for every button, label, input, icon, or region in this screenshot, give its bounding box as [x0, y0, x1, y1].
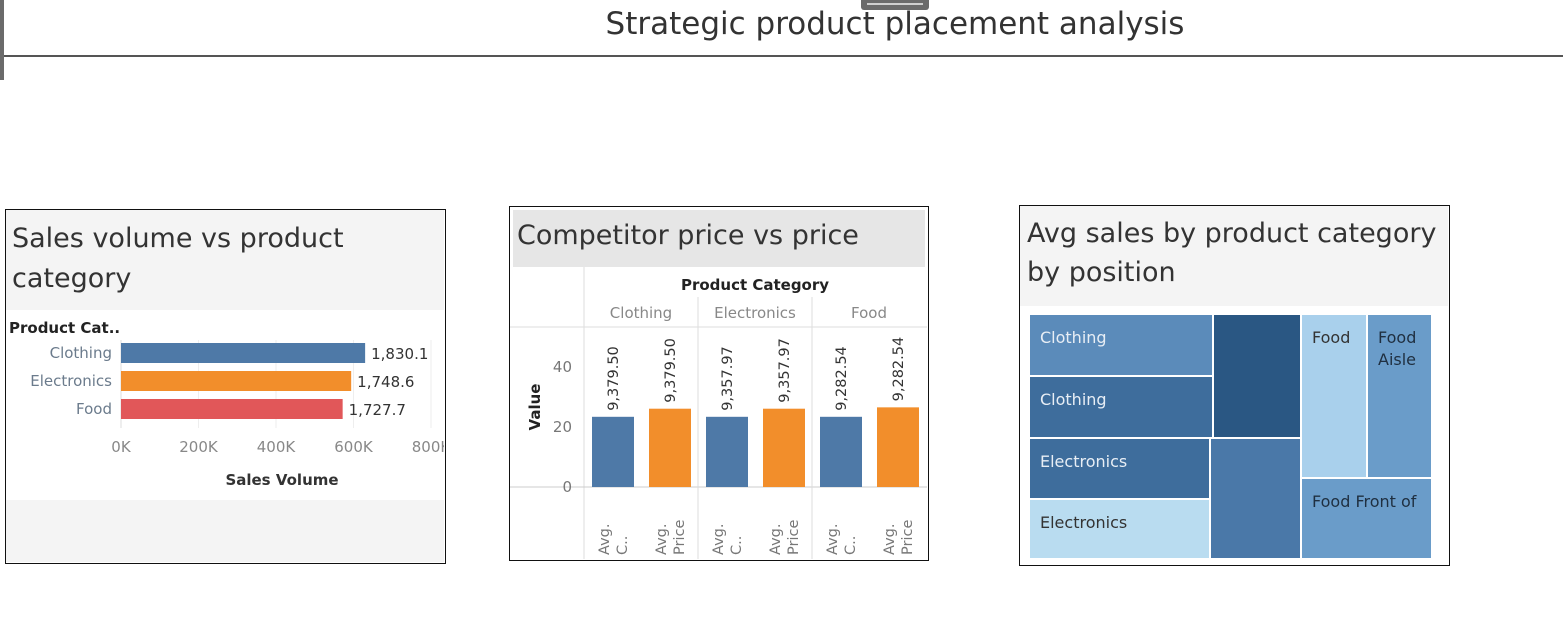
- competitor-price-panel[interactable]: Competitor price vs price Product Catego…: [509, 206, 929, 561]
- sales-volume-chart: Product Cat.. 0K 200K 400K 600K 800K Clothing 1…: [9, 319, 444, 489]
- category-label: Clothing: [50, 344, 112, 362]
- sales-volume-title-bg: [6, 210, 444, 310]
- sales-volume-title: Sales volume vs product category: [12, 223, 344, 294]
- y-tick-label: 40: [553, 358, 572, 376]
- measure-label: Avg.: [597, 524, 613, 555]
- sales-volume-panel[interactable]: Sales volume vs product category Product…: [5, 209, 446, 564]
- category-label: Clothing: [610, 304, 672, 322]
- y-tick-label: 20: [553, 418, 572, 436]
- category-label: Food: [851, 304, 887, 322]
- column-header: Product Category: [681, 276, 829, 294]
- y-axis-title: Value: [526, 384, 544, 431]
- bar: [877, 407, 919, 487]
- treemap-cell[interactable]: Electronics: [1029, 438, 1210, 499]
- competitor-price-title-bg: [513, 210, 925, 267]
- measure-label: Avg.: [654, 524, 670, 555]
- measure-label: C..: [615, 536, 631, 555]
- competitor-price-chart: Product Category Clothing Electronics Food 0…: [510, 267, 927, 559]
- category-label: Electronics: [30, 372, 112, 390]
- data-label: 9,357.97: [720, 346, 736, 411]
- bar: [649, 408, 691, 487]
- data-label: 9,379.50: [606, 346, 622, 411]
- competitor-price-title: Competitor price vs price: [517, 220, 859, 251]
- x-tick-label: 800K: [412, 438, 444, 456]
- data-label: 9,282.54: [891, 337, 907, 402]
- treemap-cell[interactable]: Food: [1301, 314, 1367, 478]
- treemap-cell-label: Electronics: [1040, 452, 1128, 471]
- treemap: Clothing Clothing Electronics Electronics Fo…: [1029, 314, 1432, 559]
- avg-sales-title-bg: [1020, 206, 1448, 306]
- data-label: 1,727.7: [349, 401, 406, 419]
- treemap-cell[interactable]: [1213, 314, 1301, 438]
- bar: [121, 371, 352, 391]
- treemap-cell[interactable]: Food Front of: [1301, 478, 1432, 559]
- avg-sales-title: Avg sales by product category by positio…: [1027, 218, 1437, 288]
- sales-volume-footer-bg: [6, 500, 444, 562]
- measure-label: Price: [900, 520, 916, 555]
- treemap-cell[interactable]: Food Aisle: [1367, 314, 1432, 478]
- x-axis-title: Sales Volume: [225, 471, 338, 489]
- treemap-cell-label: Clothing: [1040, 328, 1107, 347]
- treemap-cell-label: Food Aisle: [1378, 328, 1417, 369]
- treemap-cell-label: Food Front of: [1312, 492, 1417, 511]
- category-label: Electronics: [714, 304, 796, 322]
- row-header: Product Cat..: [9, 319, 120, 337]
- x-tick-label: 200K: [179, 438, 219, 456]
- left-edge-bar: [0, 0, 4, 80]
- x-tick-label: 600K: [334, 438, 374, 456]
- bar: [706, 416, 748, 487]
- bar: [121, 343, 366, 363]
- x-tick-label: 400K: [257, 438, 297, 456]
- treemap-cell[interactable]: Clothing: [1029, 376, 1213, 438]
- dashboard-title: Strategic product placement analysis: [605, 6, 1185, 42]
- measure-label: Avg.: [768, 524, 784, 555]
- measure-label: C..: [729, 536, 745, 555]
- measure-label: Price: [672, 520, 688, 555]
- data-label: 9,282.54: [834, 346, 850, 411]
- measure-label: Avg.: [825, 524, 841, 555]
- x-tick-label: 0K: [111, 438, 132, 456]
- y-tick-label: 0: [562, 478, 572, 496]
- treemap-cell-label: Food: [1312, 328, 1351, 347]
- treemap-cell-label: Clothing: [1040, 390, 1107, 409]
- bar: [820, 416, 862, 487]
- treemap-cell[interactable]: Clothing: [1029, 314, 1213, 376]
- bar: [592, 416, 634, 487]
- drag-handle-icon[interactable]: [861, 0, 929, 10]
- measure-label: C..: [843, 536, 859, 555]
- measure-label: Avg.: [711, 524, 727, 555]
- data-label: 1,830.1: [371, 345, 428, 363]
- data-label: 9,357.97: [777, 338, 793, 403]
- data-label: 9,379.50: [663, 338, 679, 403]
- measure-label: Avg.: [882, 524, 898, 555]
- dashboard-title-area: Strategic product placement analysis: [0, 0, 1563, 58]
- data-label: 1,748.6: [357, 373, 414, 391]
- bar: [763, 408, 805, 487]
- treemap-cell[interactable]: [1210, 438, 1301, 559]
- treemap-cell-label: Electronics: [1040, 513, 1128, 532]
- treemap-cell[interactable]: Electronics: [1029, 499, 1210, 559]
- avg-sales-panel[interactable]: Avg sales by product category by positio…: [1019, 205, 1450, 566]
- category-label: Food: [76, 400, 112, 418]
- bar: [121, 399, 343, 419]
- title-divider: [4, 55, 1563, 57]
- measure-label: Price: [786, 520, 802, 555]
